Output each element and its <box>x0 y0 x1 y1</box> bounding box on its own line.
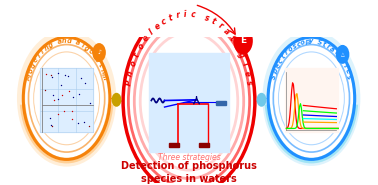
Text: a: a <box>75 40 81 47</box>
Text: Three strategies: Three strategies <box>158 153 220 162</box>
Text: g: g <box>48 42 54 49</box>
Bar <box>216 100 226 105</box>
Text: d: d <box>67 38 71 44</box>
Text: t: t <box>97 62 103 68</box>
Ellipse shape <box>112 93 121 107</box>
Ellipse shape <box>177 0 194 16</box>
Text: e: e <box>153 21 162 31</box>
Text: i: i <box>240 60 249 67</box>
Bar <box>40 68 93 132</box>
Text: P: P <box>124 79 134 87</box>
Text: h: h <box>125 69 136 77</box>
Text: s: s <box>291 43 297 50</box>
Text: S: S <box>317 39 323 46</box>
Ellipse shape <box>336 45 349 64</box>
Text: t: t <box>333 49 339 56</box>
Text: r: r <box>91 52 97 59</box>
Text: a: a <box>57 38 62 45</box>
Text: h: h <box>99 68 106 75</box>
Text: t: t <box>322 41 327 48</box>
Bar <box>285 68 338 132</box>
Text: d: d <box>29 62 37 69</box>
Ellipse shape <box>259 96 265 104</box>
Text: e: e <box>343 68 351 75</box>
Text: o: o <box>136 41 146 51</box>
Text: e: e <box>242 69 253 77</box>
Text: t: t <box>168 13 174 23</box>
Text: S: S <box>270 74 277 80</box>
Text: c: c <box>190 10 195 19</box>
Text: s: s <box>345 74 352 80</box>
Ellipse shape <box>92 43 106 62</box>
Text: t: t <box>210 17 217 26</box>
Text: t: t <box>280 53 287 60</box>
Text: n: n <box>62 38 67 44</box>
Text: t: t <box>228 34 236 43</box>
Text: r: r <box>325 43 331 50</box>
Text: p: p <box>304 38 310 45</box>
Text: i: i <box>94 58 100 63</box>
Text: o: o <box>87 48 94 55</box>
Text: r: r <box>284 49 290 56</box>
Ellipse shape <box>279 53 344 144</box>
Text: c: c <box>277 58 284 65</box>
Text: s: s <box>203 13 211 23</box>
Text: e: e <box>33 57 40 64</box>
Text: Detection of phosphorus
species in waters: Detection of phosphorus species in water… <box>121 161 257 184</box>
Ellipse shape <box>233 27 253 55</box>
Ellipse shape <box>113 96 119 104</box>
Text: l: l <box>80 42 85 48</box>
Text: P: P <box>182 0 188 9</box>
Text: m: m <box>100 73 108 81</box>
Text: M: M <box>25 73 33 81</box>
Text: n: n <box>43 44 50 52</box>
Text: o: o <box>128 59 139 68</box>
Text: e: e <box>274 63 282 70</box>
Bar <box>199 143 209 147</box>
Text: g: g <box>83 44 90 52</box>
Ellipse shape <box>34 53 99 144</box>
Text: e: e <box>335 53 343 60</box>
Ellipse shape <box>257 93 266 107</box>
Text: E: E <box>240 36 246 45</box>
Text: g: g <box>236 50 246 59</box>
Text: o: o <box>287 46 294 53</box>
Text: t: t <box>132 51 142 59</box>
Text: s: s <box>245 80 254 86</box>
Text: l: l <box>36 53 42 59</box>
Text: p: p <box>272 68 279 75</box>
Text: l: l <box>148 28 155 36</box>
Text: e: e <box>232 41 242 51</box>
Text: i: i <box>40 48 46 55</box>
Text: o: o <box>300 39 305 46</box>
Text: a: a <box>329 46 336 53</box>
Text: △: △ <box>341 52 344 57</box>
Text: ♪: ♪ <box>97 50 101 55</box>
Text: a: a <box>222 27 231 37</box>
Bar <box>169 143 179 147</box>
Text: r: r <box>175 11 181 20</box>
Ellipse shape <box>143 36 235 166</box>
Text: e: e <box>141 34 151 44</box>
Text: o: o <box>27 68 34 74</box>
Text: g: g <box>338 58 346 65</box>
Text: r: r <box>216 21 224 31</box>
Bar <box>149 53 229 152</box>
Text: c: c <box>160 16 168 27</box>
Text: i: i <box>184 10 187 19</box>
Text: i: i <box>342 63 348 69</box>
Text: c: c <box>296 41 301 48</box>
Text: y: y <box>309 38 314 44</box>
